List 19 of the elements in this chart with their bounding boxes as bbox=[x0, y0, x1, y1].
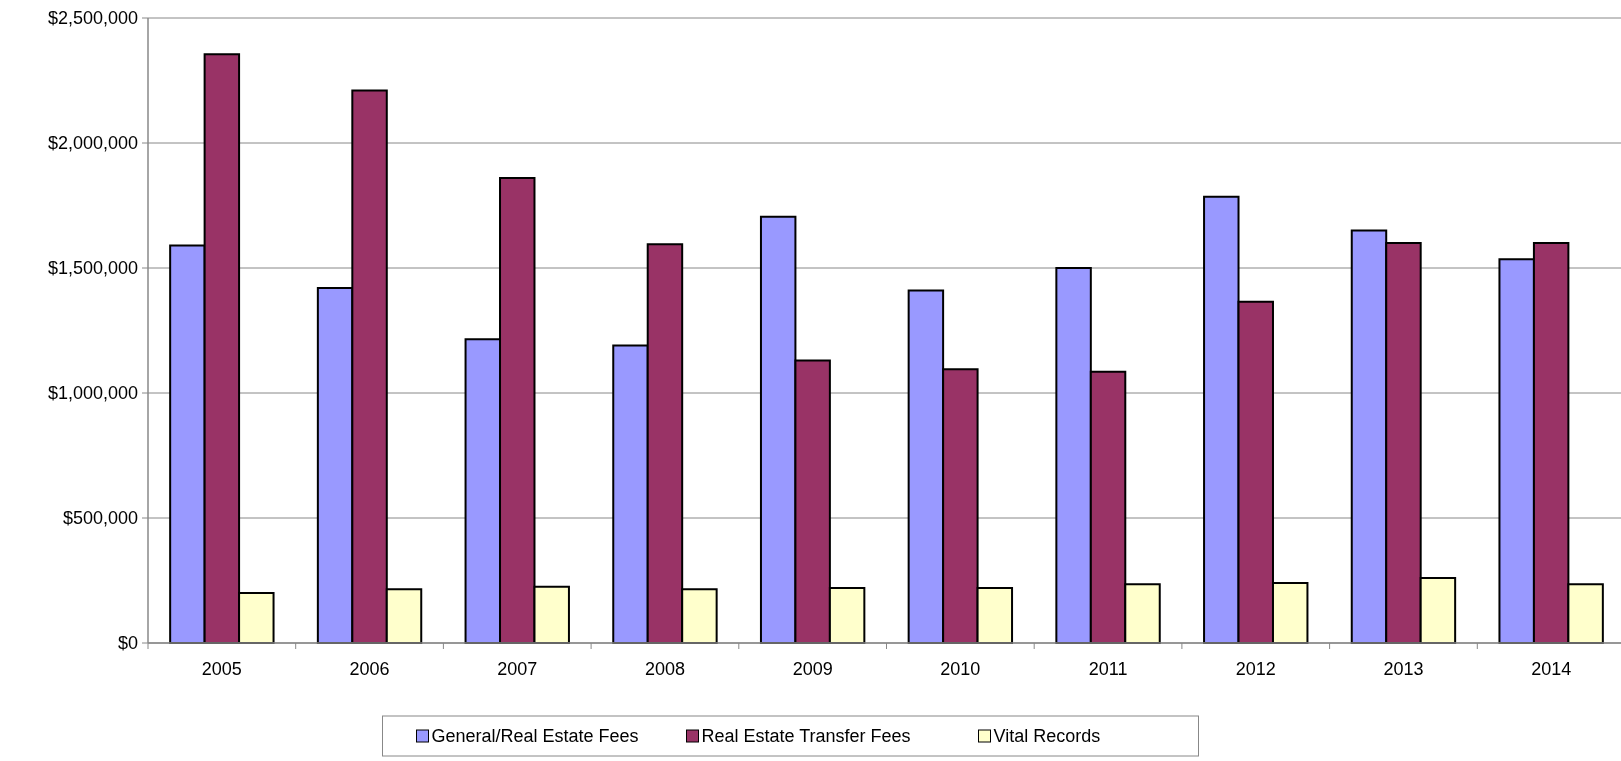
legend-label: Real Estate Transfer Fees bbox=[701, 726, 911, 747]
x-tick-label: 2011 bbox=[1088, 659, 1128, 679]
x-tick-label: 2010 bbox=[940, 659, 981, 679]
y-tick-label: $2,000,000 bbox=[47, 133, 138, 154]
x-tick-label: 2005 bbox=[201, 659, 242, 679]
x-tick-label: 2013 bbox=[1383, 659, 1424, 679]
y-tick-label: $0 bbox=[117, 633, 138, 654]
legend-label: Vital Records bbox=[993, 726, 1101, 747]
x-tick-label: 2007 bbox=[497, 659, 538, 679]
y-tick-label: $1,500,000 bbox=[47, 258, 138, 279]
y-tick-label: $2,500,000 bbox=[47, 8, 138, 29]
x-tick-label: 2009 bbox=[792, 659, 833, 679]
y-tick-label: $1,000,000 bbox=[47, 383, 138, 404]
legend-label: General/Real Estate Fees bbox=[431, 726, 639, 747]
y-tick-label: $500,000 bbox=[62, 508, 138, 529]
x-tick-label: 2014 bbox=[1531, 659, 1572, 679]
x-tick-label: 2006 bbox=[349, 659, 390, 679]
x-tick-label: 2012 bbox=[1235, 659, 1276, 679]
x-tick-label: 2008 bbox=[644, 659, 685, 679]
